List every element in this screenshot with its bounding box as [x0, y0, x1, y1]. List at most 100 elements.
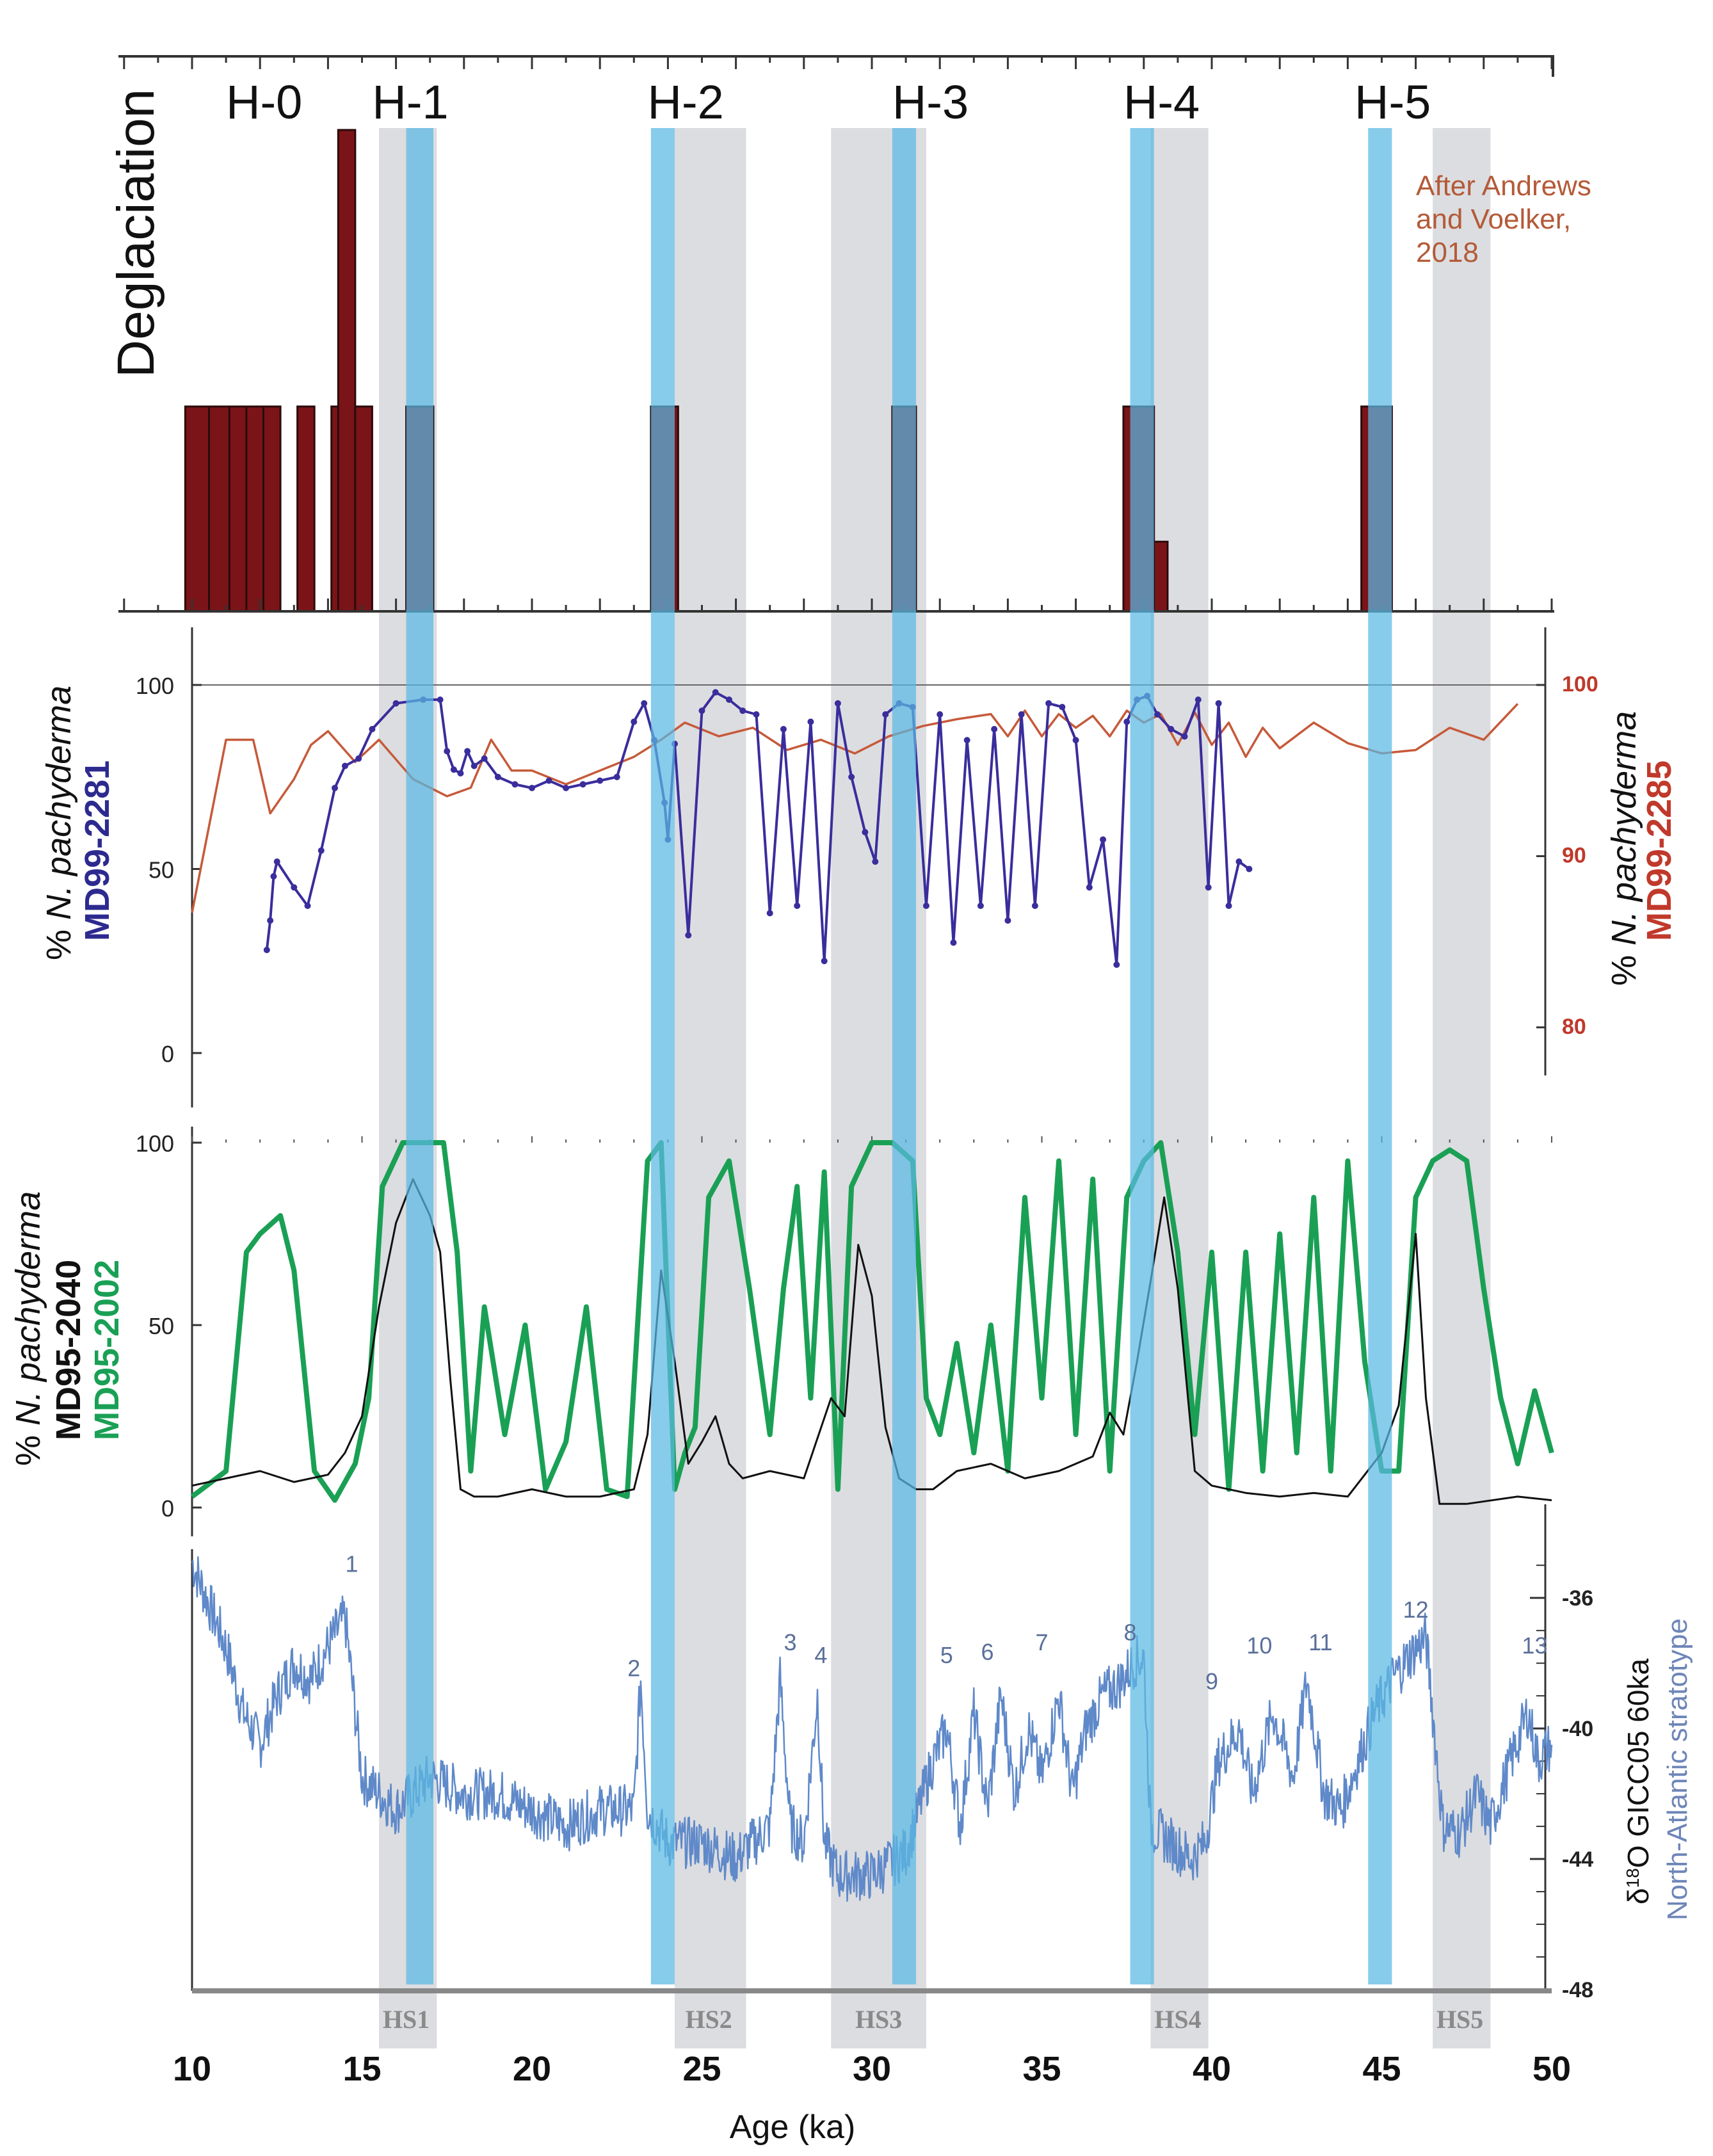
panel4-tick-label: -48: [1562, 1978, 1593, 2002]
md99-2281-point: [494, 773, 501, 780]
md99-2281-point: [698, 707, 705, 714]
credit-text: After Andrews: [1416, 170, 1591, 202]
md99-2281-point: [882, 711, 889, 718]
x-tick-label: 35: [1022, 2050, 1061, 2088]
panel2-left-tick-label: 0: [161, 1041, 174, 1067]
panel3-core-label-green: MD95-2002: [88, 1260, 126, 1440]
md99-2281-point: [304, 903, 311, 909]
panel3-tick-label: 50: [149, 1313, 174, 1339]
credit-text: and Voelker,: [1416, 204, 1571, 235]
heinrich-event-label: H-2: [648, 76, 724, 129]
heinrich-stadial-band: [1150, 128, 1209, 2048]
label-part: N. pachyderma: [9, 1191, 47, 1426]
md99-2281-point: [963, 737, 970, 744]
label-part: %: [40, 920, 78, 960]
label-part: δ: [1621, 1888, 1655, 1904]
heinrich-event-band: [650, 128, 675, 1984]
md99-2281-point: [341, 762, 348, 769]
md99-2281-point: [862, 829, 869, 835]
md99-2281-point: [392, 700, 399, 707]
interstadial-label: 11: [1308, 1629, 1332, 1655]
x-tick-label: 20: [513, 2050, 551, 2088]
md99-2281-point: [464, 748, 471, 755]
x-tick-label: 10: [173, 2050, 211, 2088]
label-part: O GICC05 60ka: [1621, 1659, 1655, 1869]
md99-2281-point: [470, 762, 478, 769]
interstadial-label: 6: [981, 1639, 994, 1665]
md99-2281-point: [1045, 700, 1052, 707]
md99-2281-point: [821, 958, 828, 965]
heinrich-stadial-label: HS5: [1436, 2005, 1483, 2034]
panel2-left-tick-label: 50: [149, 857, 174, 883]
md99-2281-point: [977, 903, 984, 909]
interstadial-label: 13: [1522, 1632, 1547, 1659]
md99-2281-point: [511, 781, 519, 788]
heinrich-event-label: H-1: [372, 76, 448, 129]
panel3-axis-label: % N. pachyderma: [9, 1191, 47, 1466]
histogram-bar: [1153, 540, 1169, 613]
x-tick-label: 30: [853, 2050, 891, 2088]
md99-2281-point: [807, 718, 814, 725]
md99-2281-point: [270, 873, 277, 880]
md99-2281-point: [318, 847, 325, 854]
heinrich-stadial-label: HS1: [383, 2005, 430, 2034]
x-tick-label: 40: [1193, 2050, 1231, 2088]
md99-2281-point: [922, 903, 929, 909]
histogram-bar: [208, 405, 230, 613]
histogram-bar: [262, 405, 282, 613]
histogram-bar: [354, 405, 373, 613]
md99-2281-point: [1004, 917, 1011, 924]
heinrich-stadial-label: HS3: [855, 2005, 902, 2034]
panel2-right-tick-label: 90: [1562, 843, 1586, 867]
md99-2281-point: [725, 696, 732, 703]
heinrich-event-label: H-4: [1123, 76, 1200, 129]
label-part: 18: [1623, 1868, 1643, 1888]
md99-2281-point: [794, 903, 801, 909]
interstadial-label: 2: [627, 1655, 640, 1682]
md99-2281-point: [263, 947, 270, 953]
heinrich-stadial-band: [675, 128, 746, 2048]
md99-2281-point: [267, 917, 274, 924]
heinrich-event-label: H-3: [892, 76, 969, 129]
heinrich-event-band: [406, 128, 434, 1984]
heinrich-event-bands: [406, 128, 1392, 1984]
md99-2281-point: [597, 777, 604, 784]
series-md99-2285-line: [191, 703, 1519, 913]
md99-2281-point: [369, 726, 376, 732]
heinrich-stadial-label: HS4: [1154, 2005, 1201, 2034]
md99-2281-point: [950, 939, 957, 946]
series-md95-2002-line: [190, 1140, 1554, 1503]
interstadial-label: 10: [1246, 1632, 1272, 1659]
interstadial-label: 5: [940, 1642, 953, 1668]
x-axis-title: Age (ka): [730, 2109, 856, 2146]
heinrich-event-band: [1368, 128, 1392, 1984]
panel2-left-axis-label: % N. pachyderma: [40, 686, 78, 960]
md99-2281-point: [457, 770, 464, 776]
md99-2281-point: [1100, 836, 1107, 843]
md99-2281-point: [579, 781, 586, 788]
md99-2281-point: [631, 718, 638, 725]
md99-2281-point: [1059, 704, 1066, 711]
md99-2281-point: [481, 755, 488, 762]
md99-2281-point: [1215, 700, 1222, 707]
interstadial-label: 7: [1035, 1629, 1048, 1655]
md99-2281-point: [753, 711, 760, 718]
panel3-tick-label: 0: [161, 1495, 174, 1522]
panel4-stratotype-label: North-Atlantic stratotype: [1662, 1618, 1693, 1920]
md99-2281-point: [444, 748, 451, 755]
x-tick-label: 45: [1362, 2050, 1401, 2088]
credit-text: 2018: [1416, 237, 1479, 268]
md99-2281-point: [332, 785, 339, 791]
heinrich-histogram: [184, 129, 1393, 613]
x-tick-label: 15: [342, 2050, 381, 2088]
md99-2281-point: [848, 773, 855, 780]
heinrich-event-band: [1130, 128, 1154, 1984]
md99-2281-point: [739, 707, 746, 714]
md99-2281-point: [780, 726, 787, 732]
panel2-left-tick-label: 100: [136, 673, 174, 699]
heinrich-event-label: H-5: [1355, 76, 1431, 129]
heinrich-stadial-label: HS2: [685, 2005, 732, 2034]
histogram-bar: [337, 129, 357, 613]
md99-2281-point: [545, 777, 552, 784]
